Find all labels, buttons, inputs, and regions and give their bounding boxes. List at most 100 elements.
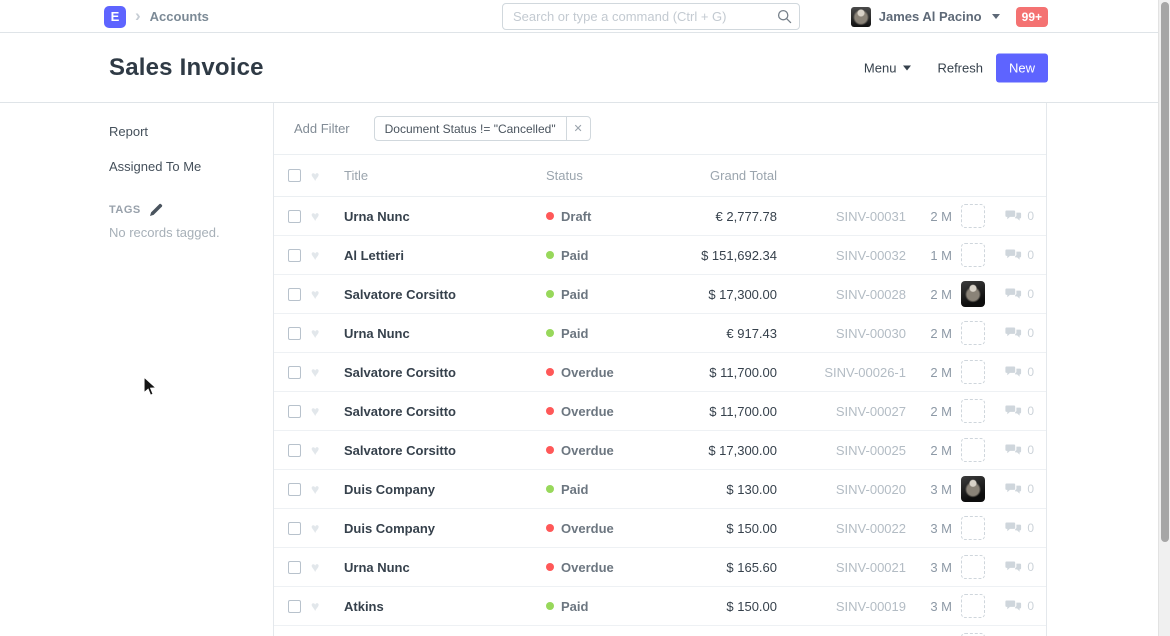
invoice-row[interactable]: Urna Nunc Draft € 2,777.78 SINV-00031 2 … — [274, 197, 1046, 236]
assign-avatar[interactable] — [961, 399, 985, 423]
invoice-age: 3 M — [930, 559, 952, 575]
invoice-row[interactable]: Urna Nunc Paid € 917.43 SINV-00030 2 M 0 — [274, 314, 1046, 353]
sidebar-item-assigned-to-me[interactable]: Assigned To Me — [109, 159, 202, 174]
status-label: Paid — [561, 598, 589, 614]
like-heart-icon[interactable] — [311, 365, 327, 379]
invoice-row[interactable]: Duis Company Paid $ 130.00 SINV-00020 3 … — [274, 470, 1046, 509]
search-icon[interactable] — [777, 9, 792, 24]
invoice-title[interactable]: Urna Nunc — [344, 559, 410, 575]
like-heart-icon[interactable] — [311, 287, 327, 301]
invoice-row[interactable]: Urna Nunc Overdue $ 165.60 SINV-00021 3 … — [274, 548, 1046, 587]
comment-count: 0 — [1027, 443, 1034, 457]
column-header-status[interactable]: Status — [546, 168, 583, 183]
status-dot — [546, 290, 554, 298]
status-label: Paid — [561, 325, 589, 341]
status-label: Overdue — [561, 559, 614, 575]
invoice-row[interactable]: Atkins Paid $ 150.00 SINV-00019 3 M 0 — [274, 587, 1046, 626]
invoice-title[interactable]: Salvatore Corsitto — [344, 442, 456, 458]
row-avatar — [956, 555, 990, 579]
like-heart-icon[interactable] — [311, 326, 327, 340]
invoice-title[interactable]: Salvatore Corsitto — [344, 364, 456, 380]
invoice-grand-total: € 917.43 — [726, 325, 777, 341]
add-filter-button[interactable]: Add Filter — [294, 121, 350, 136]
invoice-title[interactable]: Salvatore Corsitto — [344, 286, 456, 302]
assign-avatar[interactable] — [961, 204, 985, 228]
like-heart-icon[interactable] — [311, 521, 327, 535]
row-comments: 0 — [990, 404, 1034, 418]
new-button[interactable]: New — [995, 53, 1048, 82]
row-checkbox[interactable] — [288, 404, 301, 418]
notifications-badge[interactable]: 99+ — [1015, 6, 1048, 27]
invoice-age: 2 M — [930, 403, 952, 419]
user-avatar[interactable] — [850, 6, 871, 27]
row-checkbox[interactable] — [288, 365, 301, 379]
like-heart-icon[interactable] — [311, 482, 327, 496]
assign-avatar[interactable] — [961, 555, 985, 579]
invoice-row[interactable]: Al Lettieri Paid $ 151,692.34 SINV-00032… — [274, 236, 1046, 275]
search-input[interactable] — [502, 3, 800, 30]
invoice-id: SINV-00030 — [835, 325, 906, 341]
invoice-title[interactable]: Urna Nunc — [344, 325, 410, 341]
assign-avatar[interactable] — [961, 360, 985, 384]
invoice-title[interactable]: Duis Company — [344, 520, 436, 536]
filter-condition-button[interactable]: Document Status != "Cancelled" — [384, 121, 556, 136]
assign-avatar-placeholder[interactable] — [961, 633, 985, 636]
like-heart-icon[interactable] — [311, 443, 327, 457]
refresh-button[interactable]: Refresh — [937, 60, 983, 75]
invoice-title[interactable]: Al Lettieri — [344, 247, 404, 263]
status-dot — [546, 368, 554, 376]
row-checkbox[interactable] — [288, 209, 301, 223]
invoice-grand-total: € 2,777.78 — [715, 208, 777, 224]
comments-icon — [1005, 600, 1022, 611]
assign-avatar[interactable] — [961, 321, 985, 345]
liked-filter-heart-icon[interactable] — [311, 169, 327, 183]
breadcrumb-accounts[interactable]: Accounts — [149, 9, 209, 24]
invoice-title[interactable]: Salvatore Corsitto — [344, 403, 456, 419]
remove-filter-button[interactable]: ✕ — [565, 117, 590, 140]
invoice-status: Paid — [546, 287, 701, 302]
row-checkbox[interactable] — [288, 560, 301, 574]
invoice-row[interactable]: Salvatore Corsitto Overdue $ 11,700.00 S… — [274, 353, 1046, 392]
invoice-title[interactable]: Atkins — [344, 598, 384, 614]
menu-button[interactable]: Menu — [864, 60, 912, 75]
edit-tags-pencil-icon[interactable] — [149, 203, 163, 216]
row-checkbox[interactable] — [288, 443, 301, 457]
assign-avatar[interactable] — [961, 516, 985, 540]
app-logo[interactable]: E — [104, 5, 126, 28]
invoice-row[interactable]: Salvatore Corsitto Overdue $ 17,300.00 S… — [274, 431, 1046, 470]
like-heart-icon[interactable] — [311, 248, 327, 262]
user-menu[interactable]: James Al Pacino — [878, 9, 982, 24]
row-checkbox[interactable] — [288, 287, 301, 301]
invoice-title[interactable]: Urna Nunc — [344, 208, 410, 224]
row-checkbox[interactable] — [288, 326, 301, 340]
row-checkbox[interactable] — [288, 482, 301, 496]
page-scrollbar[interactable] — [1158, 0, 1170, 636]
like-heart-icon[interactable] — [311, 209, 327, 223]
invoice-row[interactable]: Duis Company Overdue $ 150.00 SINV-00022… — [274, 509, 1046, 548]
status-dot — [546, 407, 554, 415]
row-checkbox[interactable] — [288, 521, 301, 535]
column-header-grand-total[interactable]: Grand Total — [710, 168, 777, 183]
assign-avatar[interactable] — [961, 476, 985, 502]
assign-avatar[interactable] — [961, 281, 985, 307]
scrollbar-thumb[interactable] — [1161, 2, 1169, 542]
row-avatar — [956, 594, 990, 618]
like-heart-icon[interactable] — [311, 404, 327, 418]
invoice-row[interactable]: Salvatore Corsitto Paid $ 17,300.00 SINV… — [274, 275, 1046, 314]
column-header-title[interactable]: Title — [344, 168, 369, 183]
invoice-status: Overdue — [546, 443, 701, 458]
like-heart-icon[interactable] — [311, 599, 327, 613]
row-checkbox[interactable] — [288, 599, 301, 613]
invoice-id: SINV-00019 — [835, 598, 906, 614]
invoice-status: Paid — [546, 248, 701, 263]
invoice-title[interactable]: Duis Company — [344, 481, 436, 497]
select-all-checkbox[interactable] — [288, 169, 301, 182]
like-heart-icon[interactable] — [311, 560, 327, 574]
row-avatar — [956, 516, 990, 540]
row-checkbox[interactable] — [288, 248, 301, 262]
assign-avatar[interactable] — [961, 594, 985, 618]
assign-avatar[interactable] — [961, 243, 985, 267]
sidebar-item-report[interactable]: Report — [109, 124, 149, 139]
assign-avatar[interactable] — [961, 438, 985, 462]
invoice-row[interactable]: Salvatore Corsitto Overdue $ 11,700.00 S… — [274, 392, 1046, 431]
